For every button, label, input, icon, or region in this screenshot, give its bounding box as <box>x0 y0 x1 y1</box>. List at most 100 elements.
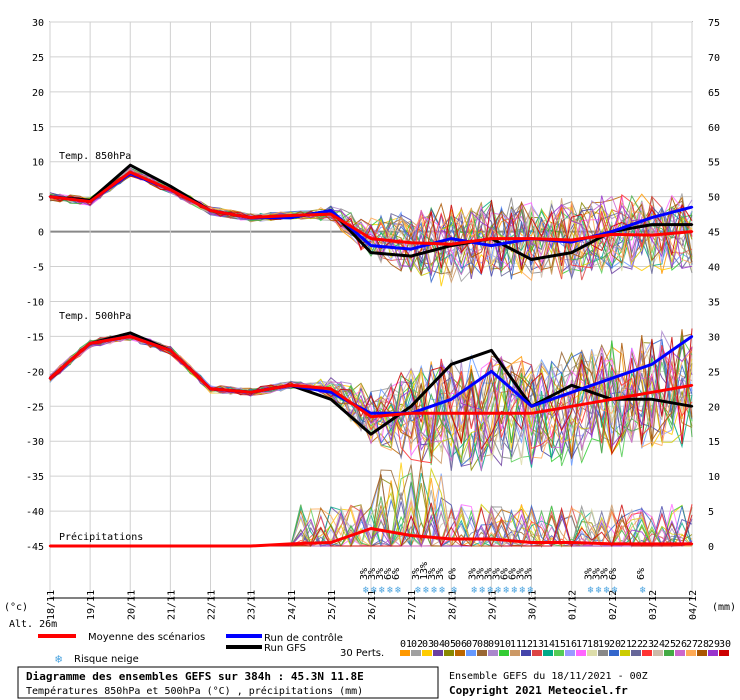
pert-legend-label: 19 <box>598 639 610 650</box>
series-point <box>409 247 413 251</box>
series-point <box>329 398 333 401</box>
snowflake-icon: ❄ <box>363 585 370 596</box>
series-point <box>570 384 573 387</box>
pert-legend-label: 22 <box>631 639 643 650</box>
series-point <box>169 188 172 191</box>
series-point <box>650 542 654 546</box>
series-point <box>209 209 212 212</box>
snowflake-icon: ❄ <box>511 585 518 596</box>
snowflake-icon: ❄ <box>423 585 430 596</box>
y-left-tick-label: 30 <box>32 18 44 29</box>
snow-risk-label: 6% <box>447 568 458 580</box>
y-right-tick-label: 30 <box>708 332 720 343</box>
series-point <box>570 541 573 544</box>
y-right-tick-label: 10 <box>708 472 720 483</box>
snow-risk-label: 6% <box>499 568 510 580</box>
series-point <box>88 200 92 203</box>
snowflake-icon: ❄ <box>588 585 595 596</box>
series-point <box>48 195 52 198</box>
series-point <box>690 384 694 387</box>
series-point <box>570 238 573 242</box>
pert-legend-label: 15 <box>554 639 566 650</box>
snow-risk-label: 6% <box>383 568 394 580</box>
pert-legend-label: 18 <box>587 639 599 650</box>
series-point <box>690 542 694 546</box>
snow-risk-label: 3% <box>515 568 526 580</box>
snowflake-icon: ❄ <box>471 585 478 596</box>
pert-legend-label: 11 <box>510 639 522 650</box>
y-right-tick-label: 70 <box>708 53 720 64</box>
pert-legend-label: 29 <box>708 639 720 650</box>
y-left-tick-label: 25 <box>32 53 44 64</box>
perturbation-line <box>49 175 693 274</box>
series-point <box>610 398 613 401</box>
snowflake-icon: ❄ <box>528 585 535 596</box>
snow-risk-label: 3% <box>584 568 595 580</box>
snow-risk-label: 3% <box>600 568 611 580</box>
snowflake-icon: ❄ <box>503 585 510 596</box>
t500-label: Temp. 500hPa <box>59 311 131 322</box>
y-left-tick-label: 15 <box>32 123 44 134</box>
snowflake-icon: ❄ <box>439 585 446 596</box>
x-tick-label: 24/11 <box>287 590 298 620</box>
series-point <box>610 230 613 233</box>
series-point <box>690 223 694 226</box>
series-point <box>610 377 613 380</box>
snow-risk-markers: 3%❄3%❄3%❄6%❄6%❄3%❄13%❄3%❄3%❄6%❄3%❄3%❄3%❄… <box>359 562 647 596</box>
series-point <box>650 233 654 237</box>
right-unit-label: (mm) <box>712 602 736 613</box>
series-point <box>690 405 694 408</box>
pert-legend-swatch <box>422 650 432 656</box>
series-point <box>490 237 493 240</box>
pert-legend-swatch <box>400 650 410 656</box>
x-tick-label: 28/11 <box>447 590 458 620</box>
pert-legend-swatch <box>433 650 443 656</box>
y-right-tick-label: 60 <box>708 123 720 134</box>
series-point <box>409 241 413 244</box>
pert-legend-label: 13 <box>532 639 544 650</box>
snow-risk-label: 3% <box>592 568 603 580</box>
pert-legend-swatch <box>466 650 476 656</box>
series-point <box>450 412 453 415</box>
y-right-tick-label: 55 <box>708 158 720 169</box>
pert-legend-swatch <box>587 650 597 656</box>
pert-legend-label: 09 <box>488 639 500 650</box>
pert-legend-swatch <box>444 650 454 656</box>
series-point <box>650 363 654 366</box>
pert-legend-label: 16 <box>565 639 577 650</box>
series-point <box>409 405 413 408</box>
y-left-tick-label: -10 <box>26 297 44 308</box>
y-left-tick-label: -25 <box>26 402 44 413</box>
snow-risk-label: 3% <box>359 568 370 580</box>
x-tick-label: 02/12 <box>608 590 619 620</box>
pert-legend-label: 08 <box>477 639 489 650</box>
series-point <box>450 363 453 366</box>
legend-control-label: Run de contrôle <box>264 632 343 644</box>
snow-risk-label: 3% <box>375 568 386 580</box>
y-right-tick-label: 20 <box>708 402 720 413</box>
series-point <box>129 335 132 338</box>
pert-legend-swatch <box>499 650 509 656</box>
perturbation-legend: 0102030405060708091011121314151617181920… <box>400 639 731 656</box>
y-left-tick-label: -20 <box>26 367 44 378</box>
pert-legend-label: 12 <box>521 639 533 650</box>
snowflake-icon: ❄ <box>596 585 603 596</box>
y-left-tick-label: -35 <box>26 472 44 483</box>
legend-gfs-label: Run GFS <box>264 643 306 654</box>
series-point <box>369 237 373 240</box>
pert-legend-swatch <box>477 650 487 656</box>
pert-legend-label: 27 <box>686 639 698 650</box>
pert-legend-swatch <box>455 650 465 656</box>
pert-legend-label: 04 <box>433 639 445 650</box>
snowflake-icon: ❄ <box>387 585 394 596</box>
series-point <box>88 342 92 345</box>
pert-legend-swatch <box>631 650 641 656</box>
y-left-tick-label: 10 <box>32 158 44 169</box>
snowflake-icon: ❄ <box>604 585 611 596</box>
series-point <box>650 391 654 394</box>
x-tick-label: 04/12 <box>688 590 699 620</box>
series-point <box>289 542 292 546</box>
series-point <box>129 544 132 548</box>
legend-snow-label: Risque neige <box>74 654 139 665</box>
